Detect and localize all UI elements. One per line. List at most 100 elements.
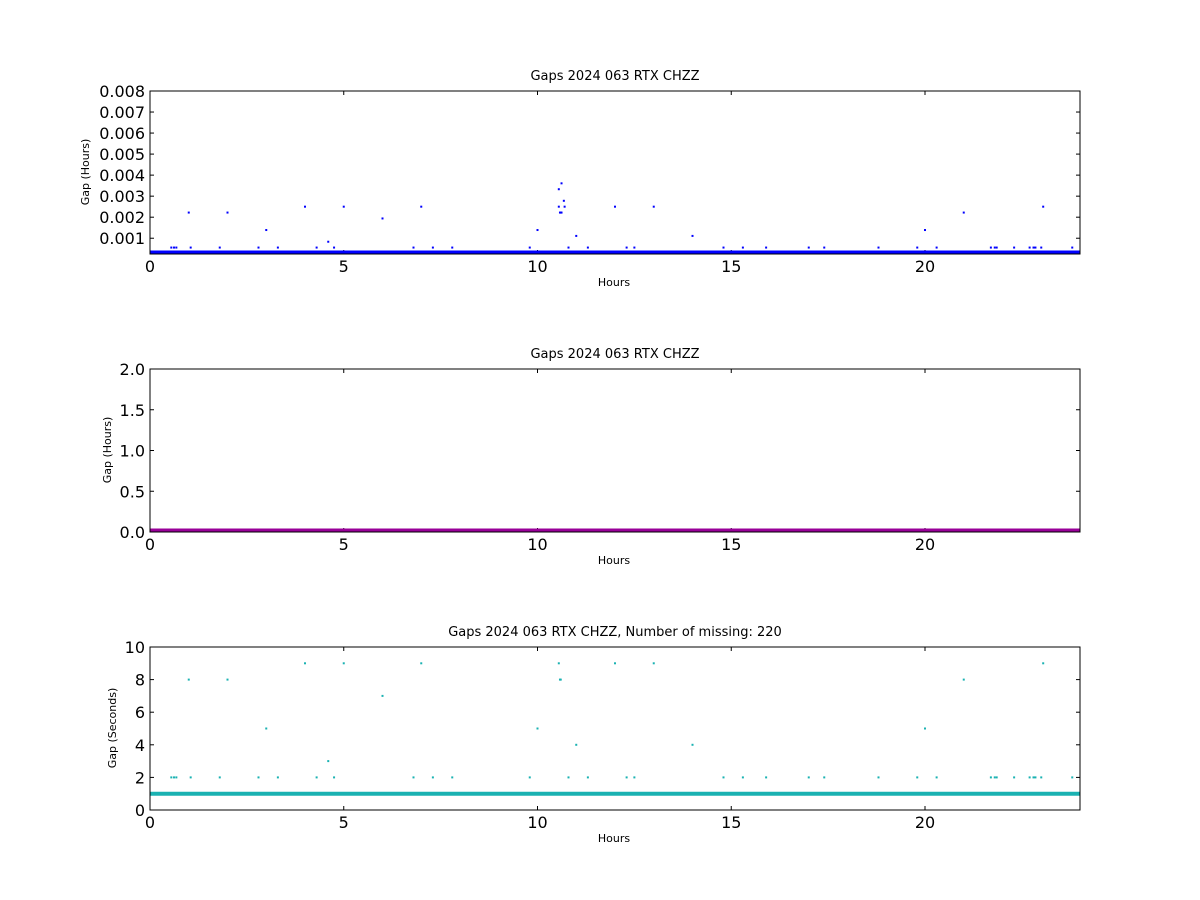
gap-point xyxy=(924,229,926,232)
gap-point xyxy=(327,240,330,243)
x-tick-label: 0 xyxy=(145,257,155,276)
y-tick-label: 0.008 xyxy=(99,82,145,101)
gap-point xyxy=(722,776,725,779)
gap-point xyxy=(995,776,998,779)
y-axis-label: Gap (Hours) xyxy=(101,417,114,484)
gap-point xyxy=(1042,205,1045,208)
gap-point xyxy=(276,246,279,249)
gap-point xyxy=(1042,662,1045,665)
gap-point xyxy=(557,205,560,208)
gap-point xyxy=(304,662,306,665)
y-tick-label: 0.002 xyxy=(99,208,145,227)
gap-point xyxy=(1071,776,1074,779)
gap-point xyxy=(381,217,384,220)
gap-point xyxy=(1040,776,1043,779)
y-axis-label: Gap (Seconds) xyxy=(106,688,119,769)
y-tick-label: 0.004 xyxy=(99,166,145,185)
x-tick-label: 0 xyxy=(145,535,155,554)
gap-point xyxy=(562,199,565,202)
gap-point xyxy=(420,662,423,665)
gap-point xyxy=(536,229,539,232)
gap-point xyxy=(412,776,415,779)
gap-point xyxy=(1071,246,1074,249)
gap-point xyxy=(567,776,570,779)
gap-point xyxy=(170,776,173,779)
gap-point xyxy=(557,188,560,191)
gap-point xyxy=(652,662,655,665)
y-tick-label: 6 xyxy=(135,703,145,722)
gap-point xyxy=(935,776,938,779)
gap-point xyxy=(189,246,192,249)
gap-point xyxy=(327,760,330,763)
gap-point xyxy=(451,776,454,779)
plot-frame xyxy=(149,90,1081,255)
gap-point xyxy=(877,776,880,779)
gap-point xyxy=(189,776,192,779)
gap-point xyxy=(633,246,636,249)
panel-title: Gaps 2024 063 RTX CHZZ xyxy=(530,69,699,84)
plot-frame xyxy=(149,368,1081,533)
gap-point xyxy=(962,211,965,214)
gap-point xyxy=(304,205,306,208)
y-tick-label: 0.006 xyxy=(99,124,145,143)
gap-point xyxy=(916,246,919,249)
gap-point xyxy=(877,246,880,249)
gap-point xyxy=(170,246,173,249)
gap-point xyxy=(807,246,810,249)
gap-point xyxy=(1032,246,1035,249)
gap-point xyxy=(989,246,992,249)
y-tick-label: 0 xyxy=(135,801,145,820)
gap-point xyxy=(823,246,826,249)
gap-point xyxy=(315,246,318,249)
panel-title: Gaps 2024 063 RTX CHZZ xyxy=(530,347,699,362)
y-tick-label: 0.007 xyxy=(99,103,145,122)
plot-frame xyxy=(149,646,1081,811)
gap-point xyxy=(431,776,434,779)
gap-point xyxy=(559,678,562,681)
y-tick-label: 0.005 xyxy=(99,145,145,164)
gap-point xyxy=(691,743,694,746)
axis-ticks: 0 5 10 15 20 0 2 4 6 8 10 xyxy=(125,638,1080,832)
x-axis-label: Hours xyxy=(598,554,630,567)
axis-ticks: 0 5 10 15 20 0.001 0.002 0.003 0.004 0.005 0.006 0.… xyxy=(99,82,1080,276)
x-tick-label: 20 xyxy=(915,813,935,832)
x-tick-label: 15 xyxy=(721,535,741,554)
gap-point xyxy=(567,246,570,249)
gap-point xyxy=(652,205,655,208)
gap-point xyxy=(226,678,229,681)
gap-point xyxy=(993,246,996,249)
gap-point xyxy=(218,776,221,779)
gap-point xyxy=(935,246,938,249)
gap-point xyxy=(722,246,725,249)
gap-point xyxy=(993,776,996,779)
gap-point xyxy=(175,776,178,779)
gap-point xyxy=(563,205,566,208)
x-tick-label: 5 xyxy=(339,535,349,554)
gap-point xyxy=(315,776,318,779)
y-tick-label: 0.003 xyxy=(99,187,145,206)
gap-point xyxy=(420,205,423,208)
gap-point xyxy=(807,776,810,779)
gap-point xyxy=(691,234,694,237)
gap-point xyxy=(451,246,454,249)
x-tick-label: 5 xyxy=(339,813,349,832)
x-tick-label: 15 xyxy=(721,257,741,276)
y-tick-label: 1.5 xyxy=(120,401,145,420)
gap-point xyxy=(1013,776,1016,779)
x-tick-label: 5 xyxy=(339,257,349,276)
data-points xyxy=(150,182,1080,255)
gap-point xyxy=(536,727,539,730)
y-tick-label: 0.0 xyxy=(120,523,145,542)
gap-point xyxy=(276,776,279,779)
gap-seconds-panel-bottom: Gaps 2024 063 RTX CHZZ, Number of missin… xyxy=(106,625,1081,845)
gap-hours-panel-middle: Gaps 2024 063 RTX CHZZ Hours Gap (Hours)… xyxy=(101,347,1081,567)
gap-point xyxy=(381,694,384,697)
gap-point xyxy=(1040,246,1043,249)
gap-point xyxy=(765,246,768,249)
gap-point xyxy=(575,234,578,237)
gap-point xyxy=(175,246,178,249)
gap-point xyxy=(989,776,992,779)
gap-point xyxy=(187,678,190,681)
gap-point xyxy=(633,776,636,779)
y-tick-label: 0.5 xyxy=(120,482,145,501)
